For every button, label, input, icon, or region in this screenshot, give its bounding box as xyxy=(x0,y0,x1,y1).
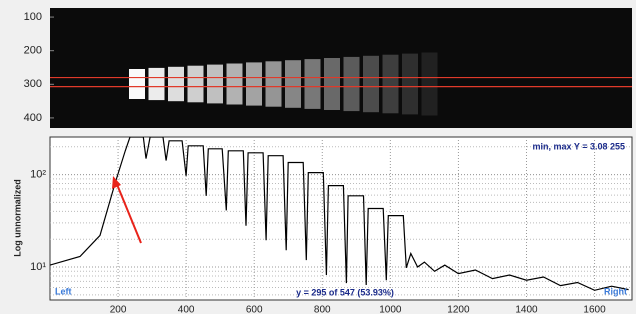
patch xyxy=(149,68,165,100)
patch xyxy=(129,69,145,99)
patch xyxy=(422,53,438,116)
y-tick-label: 200 xyxy=(24,45,42,57)
patch xyxy=(324,58,340,110)
patch xyxy=(383,55,399,114)
patch xyxy=(363,56,379,112)
y-axis-label: Log unnormalized xyxy=(12,179,22,257)
annotation: Right xyxy=(604,286,627,296)
patch xyxy=(227,64,243,105)
patch xyxy=(207,65,223,104)
x-tick-label: 1400 xyxy=(515,305,538,314)
x-tick-label: 400 xyxy=(178,305,195,314)
y-tick-label: 100 xyxy=(24,11,42,23)
patch xyxy=(305,59,321,109)
patch xyxy=(344,57,360,111)
image-panel xyxy=(50,8,632,128)
x-tick-label: 200 xyxy=(110,305,127,314)
patch xyxy=(246,62,262,105)
x-tick-label: 800 xyxy=(314,305,331,314)
patch xyxy=(188,66,204,103)
patch xyxy=(266,61,282,106)
x-tick-label: 1000 xyxy=(379,305,402,314)
x-tick-label: 600 xyxy=(246,305,263,314)
chart: Log unnormalized 100 200 300 400 200 400 600 80… xyxy=(0,0,636,314)
patch xyxy=(168,67,184,101)
x-tick-label: 1200 xyxy=(447,305,470,314)
y-tick-label: 10¹ xyxy=(30,261,46,273)
patch xyxy=(285,60,301,108)
annotation: min, max Y = 3.08 255 xyxy=(533,141,625,151)
page: Log unnormalized 100 200 300 400 200 400 600 80… xyxy=(0,0,636,314)
y-tick-label: 400 xyxy=(24,112,42,124)
y-tick-label: 10² xyxy=(30,168,46,180)
annotation: y = 295 of 547 (53.93%) xyxy=(296,287,394,297)
annotation: Left xyxy=(55,286,72,296)
y-tick-label: 300 xyxy=(24,78,42,90)
patch xyxy=(402,54,418,115)
x-tick-label: 1600 xyxy=(583,305,606,314)
